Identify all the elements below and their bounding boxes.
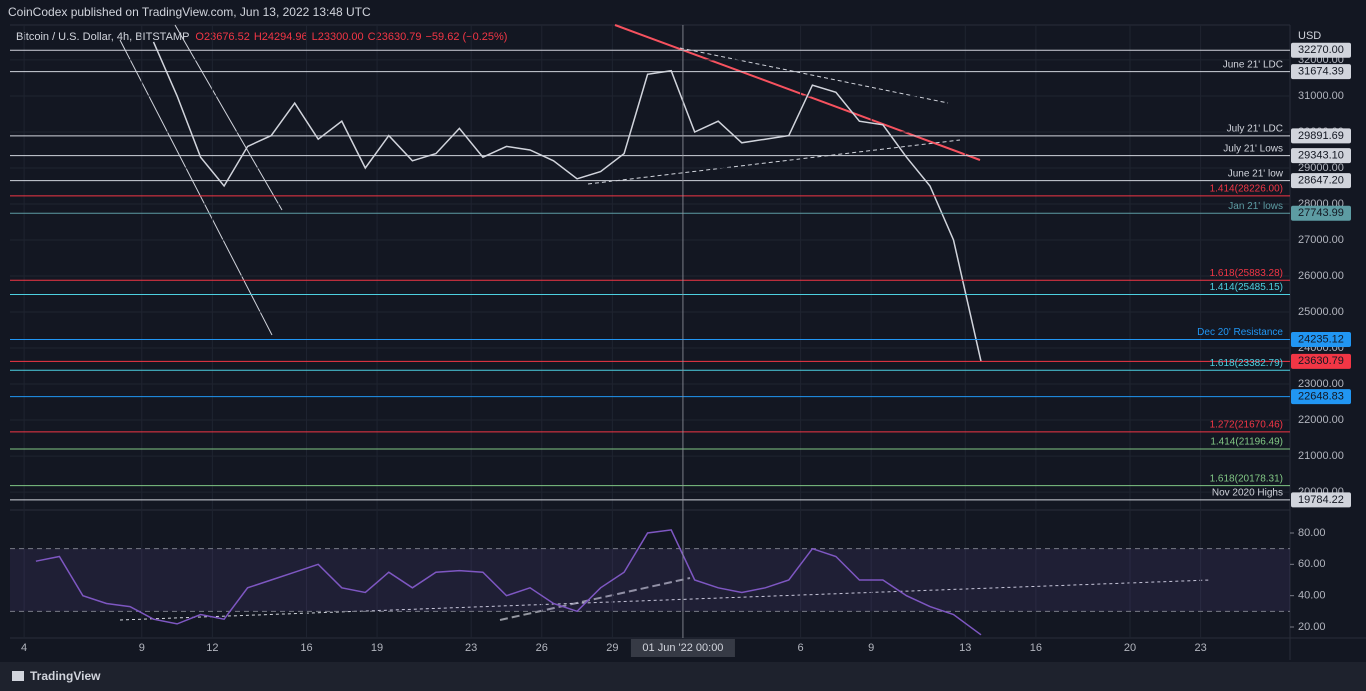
level-name: 1.618(23382.79): [1210, 358, 1283, 369]
level-name: 1.414(25485.15): [1210, 282, 1283, 293]
trend-line: [614, 24, 981, 161]
level-name: July 21' LDC: [1227, 123, 1283, 134]
y-tick-label: 23000.00: [1298, 378, 1344, 390]
x-tick-label: 9: [139, 642, 145, 654]
price-tag-label: 24235.12: [1298, 333, 1344, 345]
price-tag: [1291, 42, 1351, 58]
level-name: Dec 20' Resistance: [1197, 327, 1283, 338]
price-tag-label: 27743.99: [1298, 207, 1344, 219]
price-tag: [1291, 64, 1351, 80]
x-tick-label: 19: [371, 642, 383, 654]
crosshair-tag: [630, 639, 735, 657]
y-tick-label: 27000.00: [1298, 234, 1344, 246]
price-tag-label: 19784.22: [1298, 494, 1344, 506]
price-tag: [1291, 173, 1351, 189]
trend-line: [679, 47, 949, 104]
price-tag: [1291, 353, 1351, 369]
price-line: [35, 529, 982, 636]
price-tag: [1291, 128, 1351, 144]
price-tag: [1291, 332, 1351, 348]
level-name: Jan 21' lows: [1228, 201, 1283, 212]
level-name: 1.618(25883.28): [1210, 268, 1283, 279]
price-tag: [1291, 205, 1351, 221]
level-name: 1.272(21670.46): [1210, 420, 1283, 431]
rsi-tick-label: 40.00: [1298, 590, 1326, 602]
channel-line: [174, 24, 283, 211]
y-tick-label: 21000.00: [1298, 450, 1344, 462]
level-name: June 21' low: [1228, 168, 1284, 179]
rsi-band: [10, 548, 1290, 612]
y-tick-label: 22000.00: [1298, 414, 1344, 426]
channel-line: [119, 39, 273, 336]
x-tick-label: 20: [1124, 642, 1136, 654]
level-name: July 21' Lows: [1223, 143, 1283, 154]
y-tick-label: 31000.00: [1298, 90, 1344, 102]
close: C23630.79: [368, 31, 422, 43]
x-tick-label: 13: [959, 642, 971, 654]
x-tick-label: 6: [798, 642, 804, 654]
x-tick-label: 12: [206, 642, 218, 654]
price-tag-label: 28647.20: [1298, 175, 1344, 187]
level-name: Nov 2020 Highs: [1212, 487, 1283, 498]
brand-logo: [12, 671, 24, 681]
x-tick-label: 29: [606, 642, 618, 654]
x-tick-label: 23: [465, 642, 477, 654]
price-line: [152, 41, 982, 362]
price-tag-label: 31674.39: [1298, 66, 1344, 78]
symbol: Bitcoin / U.S. Dollar, 4h, BITSTAMP: [16, 31, 189, 43]
currency: USD: [1298, 30, 1321, 42]
price-tag: [1291, 148, 1351, 164]
price-tag: [1291, 492, 1351, 508]
level-name: 1.414(21196.49): [1210, 437, 1283, 448]
x-tick-label: 4: [21, 642, 27, 654]
brand: TradingView: [30, 669, 101, 683]
x-tick-label: 16: [300, 642, 312, 654]
rsi-tick-label: 80.00: [1298, 527, 1326, 539]
price-tag: [1291, 389, 1351, 405]
level-name: 1.414(28226.00): [1210, 183, 1283, 194]
crosshair-label: 01 Jun '22 00:00: [642, 642, 723, 654]
rsi-tick-label: 20.00: [1298, 621, 1326, 633]
x-tick-label: 23: [1194, 642, 1206, 654]
publisher: CoinCodex published on TradingView.com, …: [8, 5, 371, 19]
price-tag-label: 29891.69: [1298, 130, 1344, 142]
change: −59.62 (−0.25%): [426, 31, 508, 43]
y-tick-label: 29000.00: [1298, 162, 1344, 174]
level-name: June 21' LDC: [1223, 59, 1283, 70]
price-tag-label: 23630.79: [1298, 355, 1344, 367]
low: L23300.00: [312, 31, 364, 43]
level-name: 1.618(20178.31): [1210, 473, 1283, 484]
x-tick-label: 26: [536, 642, 548, 654]
footer: [0, 662, 1366, 691]
price-tag-label: 32270.00: [1298, 44, 1344, 56]
x-tick-label: 9: [868, 642, 874, 654]
x-tick-label: 16: [1030, 642, 1042, 654]
price-tag-label: 22648.83: [1298, 391, 1344, 403]
open: O23676.52: [195, 31, 249, 43]
rsi-tick-label: 60.00: [1298, 558, 1326, 570]
y-tick-label: 25000.00: [1298, 306, 1344, 318]
price-tag-label: 29343.10: [1298, 150, 1344, 162]
y-tick-label: 32000.00: [1298, 54, 1344, 66]
rsi-trend-line: [499, 577, 691, 621]
y-tick-label: 26000.00: [1298, 270, 1344, 282]
legend: Bitcoin / U.S. Dollar, 4h, BITSTAMP O2367…: [16, 31, 507, 43]
high: H24294.96: [254, 31, 308, 43]
rsi-trend-line: [119, 579, 1211, 621]
